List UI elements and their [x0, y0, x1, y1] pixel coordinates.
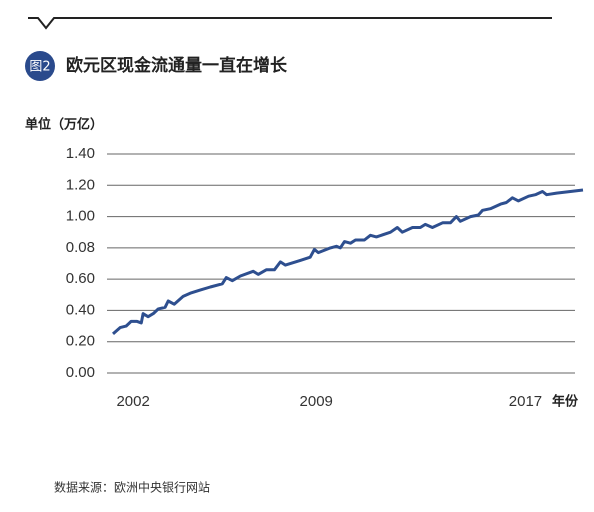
x-tick-label: 2002 [116, 393, 149, 410]
y-tick-label: 0.20 [66, 333, 95, 350]
y-tick-label: 1.00 [66, 208, 95, 225]
x-tick-label: 2009 [300, 393, 333, 410]
y-tick-label: 0.40 [66, 301, 95, 318]
chart-title: 欧元区现金流通量一直在增长 [66, 55, 288, 76]
y-tick-label: 0.08 [66, 239, 95, 256]
y-tick-label: 0.00 [66, 364, 95, 381]
y-tick-label: 1.40 [66, 145, 95, 162]
badge: 图2 [29, 60, 50, 75]
x-axis-label: 年份 [552, 394, 579, 410]
x-tick-label: 2017 [509, 393, 542, 410]
source: 数据来源：欧洲中央银行网站 [54, 480, 210, 495]
badge-circle [25, 51, 55, 81]
y-axis-label: 单位（万亿） [25, 117, 103, 133]
y-tick-label: 1.20 [66, 176, 95, 193]
y-tick-label: 0.60 [66, 270, 95, 287]
data-line [112, 188, 584, 336]
header-rule [28, 17, 552, 30]
